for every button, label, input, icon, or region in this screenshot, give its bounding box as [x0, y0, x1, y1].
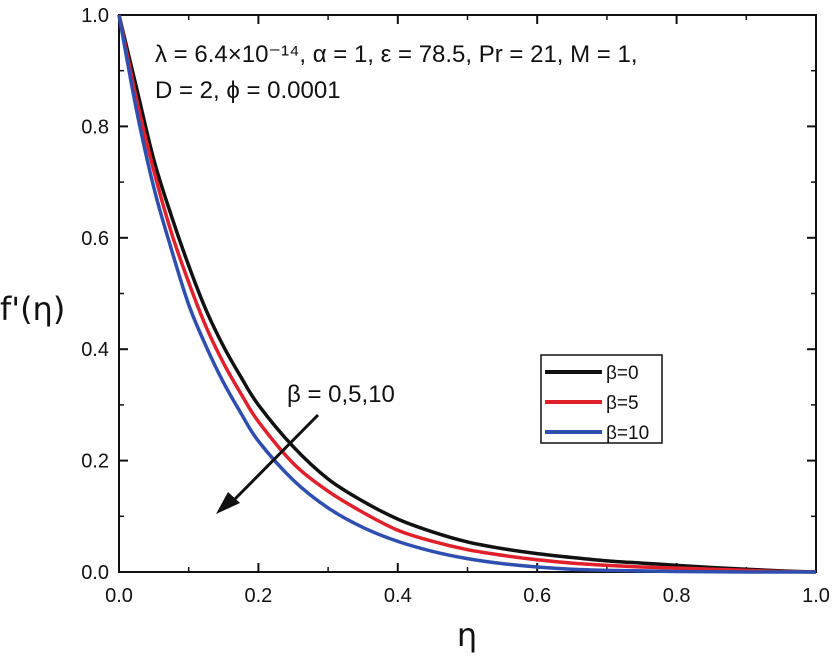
series-line-1: [117, 14, 817, 574]
y-axis-ticks: 0.0 0.2 0.4 0.6 0.8 1.0: [81, 5, 816, 584]
legend-box: [540, 354, 663, 444]
legend: β=0 β=5 β=10: [540, 354, 663, 444]
legend-label-1: β=5: [606, 393, 639, 414]
y-tick-label: 0.0: [81, 562, 109, 584]
trend-arrow: [216, 413, 320, 514]
arrow-label: β = 0,5,10: [287, 381, 395, 408]
parameters-line-2: D = 2, ϕ = 0.0001: [155, 77, 341, 104]
x-tick-label: 0.0: [105, 585, 133, 607]
x-tick-label: 0.6: [523, 585, 551, 607]
x-tick-label: 0.4: [384, 585, 412, 607]
y-tick-label: 0.6: [81, 228, 109, 250]
y-tick-label: 1.0: [81, 5, 109, 27]
series-layer: [117, 14, 817, 574]
y-tick-label: 0.2: [81, 451, 109, 473]
y-tick-label: 0.4: [81, 339, 109, 361]
trend-arrow-shaft: [230, 413, 320, 504]
trend-arrow-head: [216, 492, 240, 514]
x-tick-label: 1.0: [802, 585, 830, 607]
x-tick-label: 0.2: [244, 585, 272, 607]
x-axis-title: η: [457, 616, 477, 654]
legend-label-2: β=10: [606, 423, 649, 444]
series-line-0: [117, 14, 817, 574]
y-axis-title: f'(η): [0, 290, 65, 328]
x-tick-label: 0.8: [663, 585, 691, 607]
series-line-2: [117, 14, 816, 574]
legend-label-0: β=0: [606, 363, 639, 384]
parameters-line-1: λ = 6.4×10⁻¹⁴, α = 1, ε = 78.5, Pr = 21,…: [155, 41, 637, 68]
y-tick-label: 0.8: [81, 116, 109, 138]
